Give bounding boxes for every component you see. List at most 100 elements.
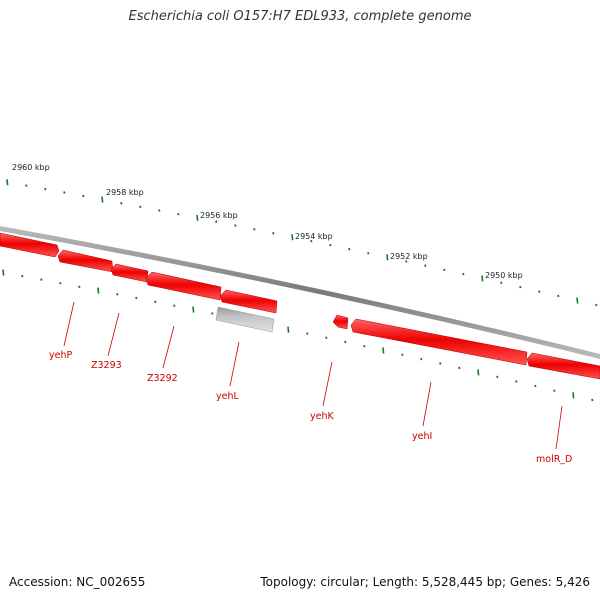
- gene-track: [0, 232, 600, 380]
- minor-tick: [306, 332, 309, 335]
- minor-tick: [40, 278, 43, 281]
- gene-arrow[interactable]: [350, 318, 528, 366]
- major-tick: [576, 297, 579, 304]
- minor-tick: [534, 384, 537, 388]
- minor-tick: [344, 340, 347, 344]
- minor-tick: [177, 212, 180, 216]
- scale-label: 2956 kbp: [200, 211, 238, 220]
- scale-label: 2952 kbp: [390, 252, 428, 261]
- minor-tick: [173, 304, 176, 307]
- major-tick: [2, 269, 5, 276]
- scale-label: 2954 kbp: [295, 232, 333, 241]
- leader-line: [63, 301, 75, 347]
- minor-tick: [158, 209, 161, 212]
- gene-label[interactable]: yehP: [49, 350, 72, 361]
- major-tick: [196, 214, 199, 221]
- major-tick: [97, 287, 100, 294]
- major-tick: [192, 306, 195, 313]
- minor-tick: [405, 260, 408, 263]
- gene-label[interactable]: yehI: [412, 431, 432, 442]
- leader-line: [107, 312, 120, 357]
- minor-tick: [401, 353, 404, 357]
- major-tick: [477, 369, 480, 376]
- minor-tick: [78, 285, 81, 289]
- minor-tick: [443, 268, 446, 272]
- gene-arrow[interactable]: [145, 271, 222, 301]
- scale-labels: 2960 kbp 2958 kbp 2956 kbp 2954 kbp 2952…: [12, 163, 523, 280]
- minor-tick: [215, 220, 218, 223]
- genome-summary-text: Topology: circular; Length: 5,528,445 bp…: [260, 575, 590, 589]
- minor-tick: [116, 293, 119, 296]
- gene-labels: yehP Z3293 Z3292 yehL yehK yehI molR_D: [49, 350, 572, 465]
- gene-arrow[interactable]: [110, 263, 149, 283]
- minor-tick: [63, 191, 66, 194]
- minor-tick: [234, 224, 237, 227]
- minor-tick: [557, 294, 560, 298]
- minor-tick: [595, 303, 598, 307]
- minor-tick: [553, 389, 556, 392]
- minor-tick: [44, 187, 47, 191]
- leader-line: [322, 361, 333, 407]
- minor-tick: [82, 194, 85, 198]
- leader-line: [229, 341, 240, 387]
- leader-line: [422, 381, 432, 427]
- gene-label-leaders: [63, 301, 563, 450]
- gene-arrow[interactable]: [219, 289, 278, 314]
- minor-tick: [367, 251, 370, 255]
- scale-label: 2960 kbp: [12, 163, 50, 172]
- minor-tick: [21, 274, 24, 278]
- gene-arrow[interactable]: [57, 249, 114, 273]
- major-tick: [572, 392, 575, 399]
- minor-tick: [591, 398, 594, 402]
- minor-tick: [25, 184, 28, 187]
- minor-tick: [500, 281, 503, 285]
- genome-backbone: [0, 226, 600, 359]
- minor-tick: [325, 336, 328, 340]
- gene-label[interactable]: yehL: [216, 391, 239, 402]
- major-tick: [382, 347, 385, 354]
- scale-label: 2950 kbp: [485, 271, 523, 280]
- gene-label[interactable]: Z3292: [147, 373, 178, 384]
- pseudogene-bar[interactable]: [215, 306, 275, 333]
- minor-tick: [310, 239, 313, 243]
- scale-label: 2958 kbp: [106, 188, 144, 197]
- leader-line: [555, 405, 563, 450]
- major-tick: [386, 254, 389, 261]
- minor-tick: [120, 201, 123, 205]
- accession-text: Accession: NC_002655: [9, 575, 146, 589]
- gene-arrow[interactable]: [0, 232, 60, 258]
- major-tick: [101, 196, 104, 203]
- major-tick: [481, 275, 484, 282]
- minor-tick: [363, 344, 366, 348]
- major-tick: [287, 326, 290, 333]
- minor-tick: [253, 228, 256, 231]
- gene-label[interactable]: yehK: [310, 411, 334, 422]
- minor-tick: [329, 243, 332, 247]
- minor-tick: [439, 362, 442, 365]
- minor-tick: [154, 300, 157, 304]
- gene-arrow[interactable]: [332, 314, 349, 330]
- minor-tick: [538, 290, 541, 293]
- genome-title: Escherichia coli O157:H7 EDL933, complet…: [128, 9, 472, 24]
- minor-tick: [59, 281, 62, 285]
- minor-tick: [462, 272, 465, 276]
- minor-tick: [139, 205, 142, 209]
- leader-line: [162, 325, 175, 369]
- major-tick: [6, 179, 9, 186]
- gene-label[interactable]: Z3293: [91, 360, 122, 371]
- outer-scale-ticks: [6, 179, 598, 307]
- minor-tick: [135, 296, 138, 300]
- minor-tick: [458, 366, 461, 370]
- major-tick: [291, 234, 294, 241]
- gene-label[interactable]: molR_D: [536, 454, 572, 465]
- minor-tick: [519, 285, 522, 289]
- minor-tick: [515, 380, 518, 383]
- minor-tick: [211, 312, 214, 315]
- minor-tick: [272, 231, 275, 235]
- gene-arrow[interactable]: [526, 352, 600, 380]
- minor-tick: [420, 357, 423, 361]
- minor-tick: [424, 264, 427, 267]
- minor-tick: [496, 375, 499, 379]
